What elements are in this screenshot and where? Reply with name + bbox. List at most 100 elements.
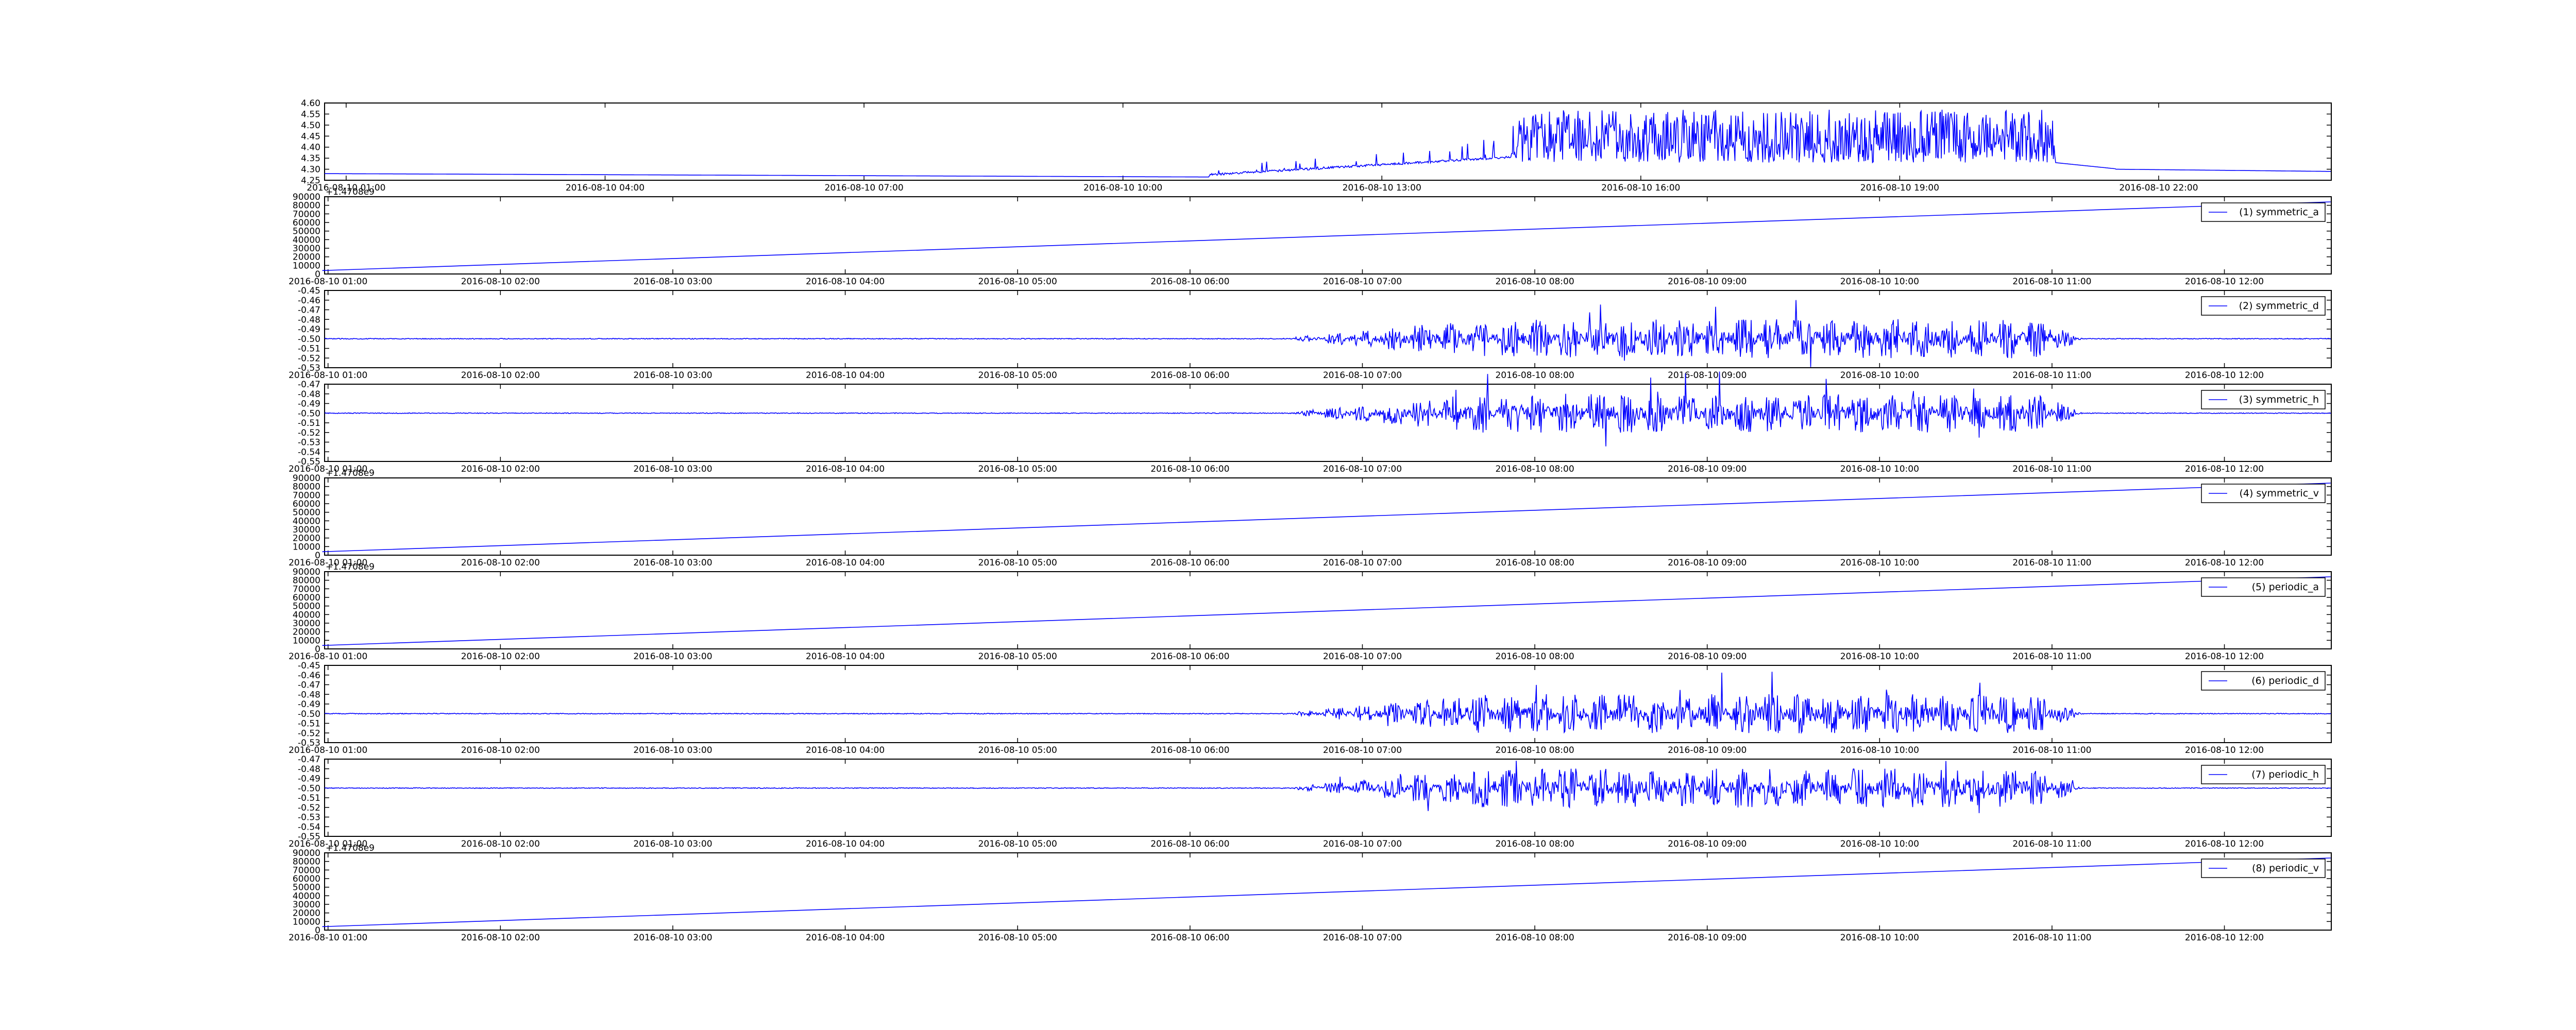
x-tick-label: 2016-08-10 12:00 xyxy=(2185,464,2264,474)
x-tick-label: 2016-08-10 02:00 xyxy=(461,839,540,849)
series-line-8 xyxy=(322,857,2331,928)
x-tick-label: 2016-08-10 01:00 xyxy=(289,839,367,849)
x-tick-label: 2016-08-10 09:00 xyxy=(1668,651,1747,662)
panel-7: -0.55-0.54-0.53-0.52-0.51-0.50-0.49-0.48… xyxy=(289,754,2332,849)
x-tick-label: 2016-08-10 11:00 xyxy=(2012,839,2091,849)
y-tick-label: 80000 xyxy=(293,201,320,211)
legend-1: (1) symmetric_a xyxy=(2201,202,2326,222)
x-tick-label: 2016-08-10 07:00 xyxy=(1323,745,1402,756)
x-tick-label: 2016-08-10 06:00 xyxy=(1150,464,1229,474)
y-tick-label: -0.54 xyxy=(298,447,320,457)
x-tick-label: 2016-08-10 07:00 xyxy=(1323,277,1402,287)
x-tick-label: 2016-08-10 06:00 xyxy=(1150,745,1229,756)
x-tick-label: 2016-08-10 07:00 xyxy=(1323,370,1402,381)
x-tick-label: 2016-08-10 03:00 xyxy=(633,651,712,662)
y-tick-label: 40000 xyxy=(293,891,320,901)
y-tick-label: -0.53 xyxy=(298,738,320,748)
y-tick-label: 10000 xyxy=(293,261,320,271)
x-tick-label: 2016-08-10 01:00 xyxy=(289,651,367,662)
panel-8: 0100002000030000400005000060000700008000… xyxy=(289,843,2332,943)
y-tick-label: 60000 xyxy=(293,499,320,509)
x-tick-label: 2016-08-10 11:00 xyxy=(2012,558,2091,568)
x-tick-label: 2016-08-10 03:00 xyxy=(633,370,712,381)
y-tick-label: 4.25 xyxy=(301,176,320,186)
series-line-4 xyxy=(322,483,2331,553)
y-tick-label: -0.48 xyxy=(298,764,320,775)
y-tick-label: -0.50 xyxy=(298,334,320,345)
x-tick-label: 2016-08-10 07:00 xyxy=(1323,558,1402,568)
y-tick-label: 4.55 xyxy=(301,109,320,119)
x-tick-label: 2016-08-10 07:00 xyxy=(1323,933,1402,943)
panel-2: -0.53-0.52-0.51-0.50-0.49-0.48-0.47-0.46… xyxy=(289,286,2332,381)
x-tick-label: 2016-08-10 03:00 xyxy=(633,745,712,756)
x-tick-label: 2016-08-10 22:00 xyxy=(2119,183,2198,193)
x-tick-label: 2016-08-10 02:00 xyxy=(461,370,540,381)
x-tick-label: 2016-08-10 12:00 xyxy=(2185,558,2264,568)
series-line-6 xyxy=(324,672,2331,734)
y-tick-label: -0.51 xyxy=(298,793,320,803)
x-tick-label: 2016-08-10 11:00 xyxy=(2012,933,2091,943)
y-tick-label: -0.53 xyxy=(298,813,320,823)
y-tick-label: -0.55 xyxy=(298,832,320,842)
y-tick-label: -0.49 xyxy=(298,399,320,409)
x-tick-label: 2016-08-10 08:00 xyxy=(1495,651,1574,662)
x-tick-label: 2016-08-10 11:00 xyxy=(2012,651,2091,662)
x-tick-label: 2016-08-10 03:00 xyxy=(633,933,712,943)
x-tick-label: 2016-08-10 12:00 xyxy=(2185,277,2264,287)
y-tick-label: -0.50 xyxy=(298,709,320,719)
x-tick-label: 2016-08-10 12:00 xyxy=(2185,370,2264,381)
x-tick-label: 2016-08-10 06:00 xyxy=(1150,558,1229,568)
series-line-0 xyxy=(325,109,2331,178)
x-tick-label: 2016-08-10 12:00 xyxy=(2185,839,2264,849)
x-tick-label: 2016-08-10 10:00 xyxy=(1083,183,1162,193)
x-tick-label: 2016-08-10 10:00 xyxy=(1840,370,1919,381)
x-tick-label: 2016-08-10 07:00 xyxy=(824,183,903,193)
x-tick-label: 2016-08-10 06:00 xyxy=(1150,277,1229,287)
y-tick-label: 80000 xyxy=(293,482,320,492)
y-tick-label: 90000 xyxy=(293,848,320,859)
y-tick-label: 70000 xyxy=(293,584,320,594)
y-tick-label: -0.45 xyxy=(298,286,320,296)
y-tick-label: -0.51 xyxy=(298,719,320,729)
legend-5: (5) periodic_a xyxy=(2201,577,2326,597)
y-tick-label: -0.49 xyxy=(298,324,320,335)
x-tick-label: 2016-08-10 03:00 xyxy=(633,277,712,287)
x-tick-label: 2016-08-10 02:00 xyxy=(461,933,540,943)
series-line-7 xyxy=(324,761,2331,813)
legend-7: (7) periodic_h xyxy=(2201,765,2326,784)
x-tick-label: 2016-08-10 12:00 xyxy=(2185,933,2264,943)
series-line-2 xyxy=(324,300,2331,367)
x-tick-label: 2016-08-10 01:00 xyxy=(307,183,385,193)
x-tick-label: 2016-08-10 06:00 xyxy=(1150,651,1229,662)
x-tick-label: 2016-08-10 11:00 xyxy=(2012,277,2091,287)
y-tick-label: -0.47 xyxy=(298,680,320,691)
y-tick-label: 50000 xyxy=(293,508,320,518)
legend-label: (6) periodic_d xyxy=(2251,675,2319,686)
legend-label: (8) periodic_v xyxy=(2252,863,2319,874)
y-tick-label: 10000 xyxy=(293,917,320,927)
x-tick-label: 2016-08-10 02:00 xyxy=(461,651,540,662)
x-tick-label: 2016-08-10 09:00 xyxy=(1668,933,1747,943)
legend-4: (4) symmetric_v xyxy=(2201,484,2326,503)
y-tick-label: -0.45 xyxy=(298,661,320,671)
x-tick-label: 2016-08-10 12:00 xyxy=(2185,745,2264,756)
y-tick-label: 30000 xyxy=(293,900,320,910)
x-tick-label: 2016-08-10 01:00 xyxy=(289,558,367,568)
x-tick-label: 2016-08-10 03:00 xyxy=(633,558,712,568)
x-tick-label: 2016-08-10 10:00 xyxy=(1840,277,1919,287)
y-tick-label: -0.52 xyxy=(298,428,320,438)
axes-frame-5 xyxy=(324,571,2332,649)
x-tick-label: 2016-08-10 01:00 xyxy=(289,745,367,756)
y-tick-label: -0.46 xyxy=(298,296,320,306)
y-tick-label: 60000 xyxy=(293,874,320,884)
y-tick-label: -0.49 xyxy=(298,699,320,710)
x-tick-label: 2016-08-10 05:00 xyxy=(978,277,1057,287)
x-tick-label: 2016-08-10 01:00 xyxy=(289,370,367,381)
y-tick-label: 10000 xyxy=(293,636,320,646)
y-tick-label: -0.53 xyxy=(298,363,320,373)
series-line-3 xyxy=(324,371,2331,447)
x-tick-label: 2016-08-10 07:00 xyxy=(1323,651,1402,662)
y-tick-label: 4.35 xyxy=(301,153,320,164)
y-tick-label: -0.47 xyxy=(298,380,320,390)
y-tick-label: 4.60 xyxy=(301,98,320,109)
